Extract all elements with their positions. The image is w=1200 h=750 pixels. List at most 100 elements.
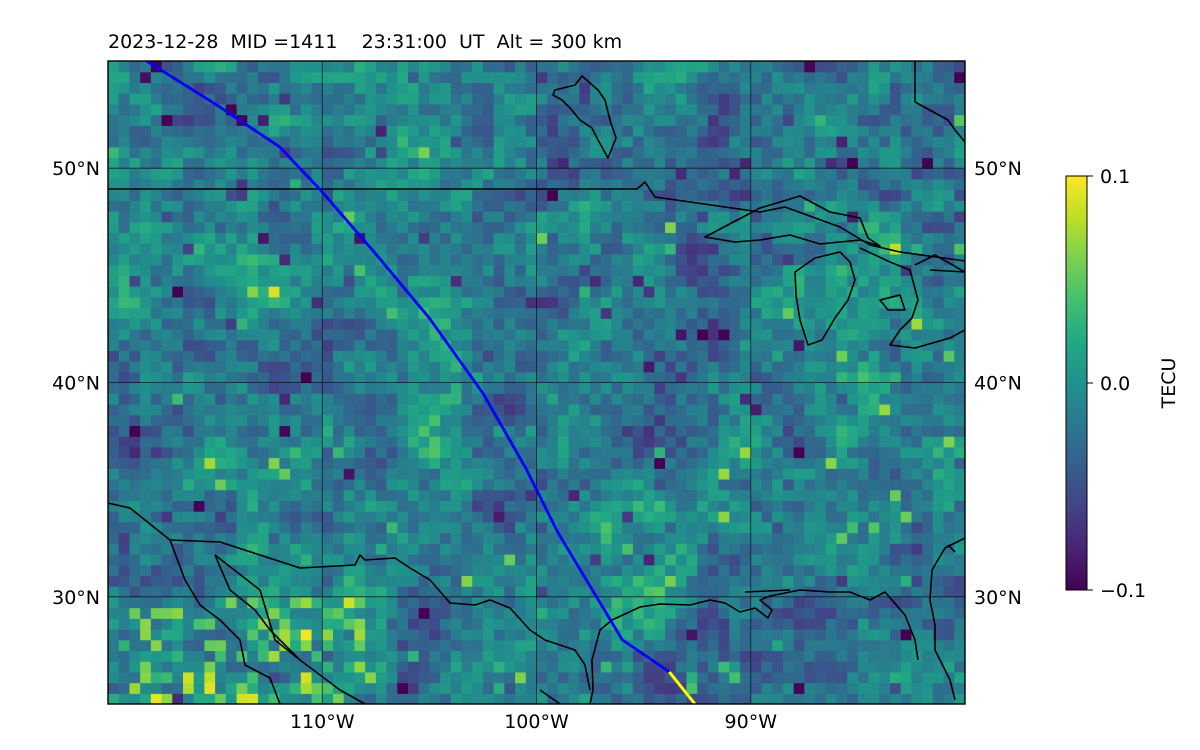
heatmap-cell bbox=[257, 639, 270, 652]
heatmap-cell bbox=[740, 682, 752, 694]
heatmap-cell bbox=[515, 425, 527, 437]
heatmap-cell bbox=[161, 521, 173, 534]
heatmap-cell bbox=[140, 232, 152, 244]
heatmap-cell bbox=[890, 575, 902, 587]
heatmap-cell bbox=[268, 61, 280, 73]
heatmap-cell bbox=[890, 157, 902, 169]
heatmap-cell bbox=[697, 264, 709, 276]
heatmap-cell bbox=[804, 693, 816, 704]
heatmap-cell bbox=[793, 468, 805, 480]
heatmap-cell bbox=[761, 157, 773, 169]
heatmap-cell bbox=[172, 661, 184, 673]
heatmap-cell bbox=[782, 639, 795, 652]
heatmap-cell bbox=[504, 446, 516, 459]
heatmap-cell bbox=[418, 425, 430, 437]
heatmap-cell bbox=[504, 478, 516, 491]
heatmap-cell bbox=[654, 307, 666, 319]
heatmap-cell bbox=[386, 328, 398, 341]
heatmap-cell bbox=[247, 575, 259, 587]
heatmap-cell bbox=[590, 425, 602, 437]
heatmap-cell bbox=[622, 157, 634, 169]
heatmap-cell bbox=[108, 328, 120, 341]
heatmap-cell bbox=[493, 361, 505, 373]
heatmap-cell bbox=[343, 500, 355, 512]
heatmap-cell bbox=[675, 521, 688, 534]
heatmap-cell bbox=[836, 200, 848, 212]
heatmap-cell bbox=[504, 650, 516, 662]
heatmap-cell bbox=[236, 564, 248, 576]
heatmap-cell bbox=[740, 393, 752, 405]
heatmap-cell bbox=[857, 275, 870, 287]
heatmap-cell bbox=[686, 307, 698, 319]
heatmap-cell bbox=[397, 628, 409, 641]
heatmap-cell bbox=[686, 296, 698, 309]
heatmap-cell bbox=[108, 275, 120, 287]
heatmap-cell bbox=[654, 168, 666, 180]
heatmap-cell bbox=[761, 275, 773, 287]
heatmap-cell bbox=[418, 639, 430, 652]
heatmap-cell bbox=[407, 114, 420, 126]
heatmap-cell bbox=[397, 61, 409, 73]
heatmap-cell bbox=[804, 478, 816, 491]
heatmap-cell bbox=[225, 307, 238, 319]
heatmap-cell bbox=[879, 71, 891, 84]
heatmap-cell bbox=[622, 500, 634, 512]
heatmap-cell bbox=[622, 103, 634, 116]
heatmap-cell bbox=[504, 468, 516, 480]
heatmap-cell bbox=[718, 275, 730, 287]
heatmap-cell bbox=[440, 575, 452, 587]
heatmap-cell bbox=[954, 339, 965, 351]
heatmap-cell bbox=[257, 682, 270, 694]
heatmap-cell bbox=[375, 114, 388, 126]
heatmap-cell bbox=[857, 361, 870, 373]
heatmap-cell bbox=[225, 639, 238, 652]
heatmap-cell bbox=[750, 93, 763, 105]
heatmap-cell bbox=[247, 307, 259, 319]
heatmap-cell bbox=[697, 468, 709, 480]
heatmap-cell bbox=[311, 446, 323, 459]
heatmap-cell bbox=[472, 71, 484, 84]
heatmap-cell bbox=[643, 114, 655, 126]
heatmap-cell bbox=[643, 532, 655, 544]
heatmap-cell bbox=[407, 618, 420, 630]
heatmap-cell bbox=[825, 339, 838, 351]
heatmap-cell bbox=[236, 296, 248, 309]
heatmap-cell bbox=[343, 489, 355, 501]
heatmap-cell bbox=[922, 564, 934, 576]
heatmap-cell bbox=[236, 403, 248, 416]
heatmap-cell bbox=[836, 232, 848, 244]
heatmap-cell bbox=[268, 82, 280, 94]
heatmap-cell bbox=[954, 93, 965, 105]
heatmap-cell bbox=[922, 221, 934, 234]
heatmap-cell bbox=[461, 339, 473, 351]
heatmap-cell bbox=[729, 596, 741, 609]
heatmap-cell bbox=[525, 596, 538, 609]
heatmap-cell bbox=[225, 318, 238, 330]
heatmap-cell bbox=[215, 489, 227, 501]
heatmap-cell bbox=[450, 200, 463, 212]
heatmap-cell bbox=[804, 532, 816, 544]
heatmap-cell bbox=[172, 586, 184, 598]
heatmap-cell bbox=[847, 457, 859, 469]
heatmap-cell bbox=[215, 682, 227, 694]
heatmap-cell bbox=[182, 361, 195, 373]
heatmap-cell bbox=[354, 586, 366, 598]
heatmap-cell bbox=[525, 671, 538, 684]
heatmap-cell bbox=[418, 661, 430, 673]
heatmap-cell bbox=[675, 93, 688, 105]
heatmap-cell bbox=[268, 468, 280, 480]
heatmap-cell bbox=[825, 243, 838, 255]
heatmap-cell bbox=[525, 328, 538, 341]
heatmap-cell bbox=[911, 607, 923, 619]
heatmap-cell bbox=[707, 532, 720, 544]
heatmap-cell bbox=[729, 403, 741, 416]
heatmap-cell bbox=[707, 543, 720, 555]
heatmap-cell bbox=[257, 350, 270, 362]
heatmap-cell bbox=[440, 393, 452, 405]
heatmap-cell bbox=[236, 478, 248, 491]
heatmap-cell bbox=[750, 639, 763, 652]
heatmap-cell bbox=[161, 371, 173, 384]
heatmap-cell bbox=[322, 425, 334, 437]
y-tick-label-right: 50°N bbox=[974, 158, 1022, 180]
heatmap-cell bbox=[697, 211, 709, 223]
